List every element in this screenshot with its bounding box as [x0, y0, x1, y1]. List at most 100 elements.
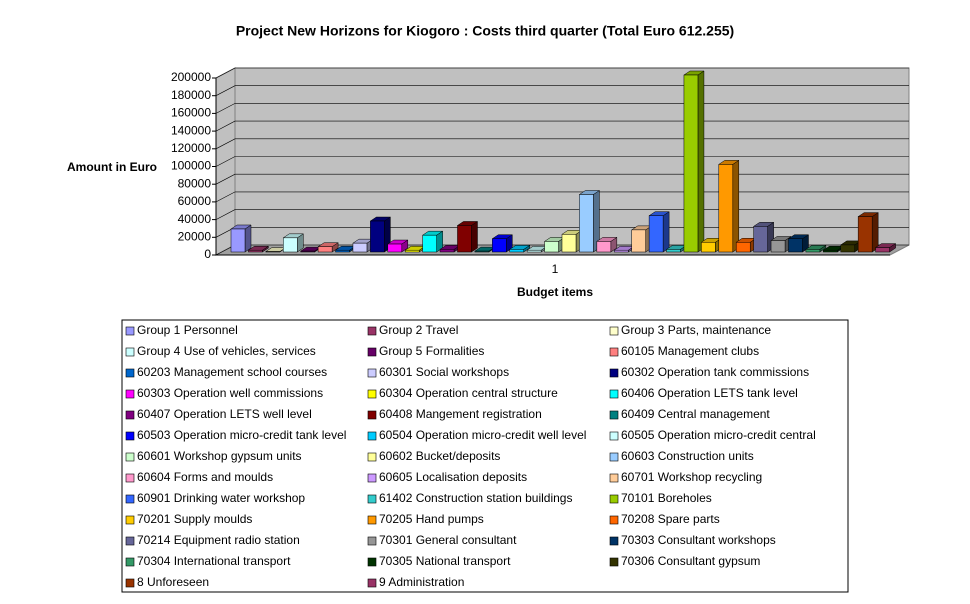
legend-label: 60302 Operation tank commissions — [621, 365, 809, 379]
legend-label: Group 2 Travel — [379, 323, 458, 337]
legend-swatch — [125, 494, 135, 504]
legend-label: 60303 Operation well commissions — [137, 386, 323, 400]
legend-label: 60505 Operation micro-credit central — [621, 428, 816, 442]
legend-label: 60503 Operation micro-credit tank level — [137, 428, 346, 442]
legend-swatch — [367, 452, 377, 462]
legend-swatch — [367, 536, 377, 546]
y-tick-label: 80000 — [178, 176, 212, 190]
y-axis-label: Amount in Euro — [67, 160, 157, 174]
legend-swatch — [125, 368, 135, 378]
legend-label: 70303 Consultant workshops — [621, 533, 776, 547]
legend-label: 60407 Operation LETS well level — [137, 407, 312, 421]
y-tick-label: 0 — [204, 247, 211, 261]
bar — [753, 226, 768, 253]
legend-label: 70101 Boreholes — [621, 491, 712, 505]
legend-label: 70208 Spare parts — [621, 512, 720, 526]
bar — [718, 164, 734, 253]
legend-swatch — [609, 326, 619, 336]
bar — [283, 237, 298, 253]
bar — [335, 249, 350, 253]
legend-swatch — [609, 536, 619, 546]
legend-label: 61402 Construction station buildings — [379, 491, 572, 505]
bar — [457, 225, 472, 253]
y-tick-label: 40000 — [178, 212, 212, 226]
legend-label: 60304 Operation central structure — [379, 386, 558, 400]
bar — [387, 243, 403, 253]
chart-title: Project New Horizons for Kiogoro : Costs… — [236, 23, 734, 39]
legend-label: 60605 Localisation deposits — [379, 470, 527, 484]
legend-label: 70205 Hand pumps — [379, 512, 484, 526]
y-tick-label: 20000 — [178, 229, 212, 243]
legend-label: 60408 Mangement registration — [379, 407, 542, 421]
legend-label: Group 3 Parts, maintenance — [621, 323, 771, 337]
x-tick-label: 1 — [552, 262, 559, 276]
legend-label: 60701 Workshop recycling — [621, 470, 762, 484]
bar — [300, 250, 315, 253]
bar-side — [244, 224, 252, 253]
bar — [544, 241, 559, 253]
bar — [683, 74, 699, 253]
legend-swatch — [125, 515, 135, 525]
legend-swatch — [609, 368, 619, 378]
legend-swatch — [125, 347, 135, 357]
legend-label: 70304 International transport — [137, 554, 291, 568]
legend-swatch — [367, 431, 377, 441]
legend-swatch — [609, 452, 619, 462]
bar-side — [697, 70, 705, 253]
bar — [840, 244, 855, 253]
legend-swatch — [367, 578, 377, 588]
legend-swatch — [125, 326, 135, 336]
bar — [666, 249, 681, 253]
bar — [596, 241, 612, 253]
legend-label: 60603 Construction units — [621, 449, 754, 463]
legend-label: 70201 Supply moulds — [137, 512, 252, 526]
legend-swatch — [367, 494, 377, 504]
legend-label: Group 5 Formalities — [379, 344, 484, 358]
legend-swatch — [125, 452, 135, 462]
legend-swatch — [125, 410, 135, 420]
legend-label: 60203 Management school courses — [137, 365, 327, 379]
bar — [648, 215, 664, 253]
legend-swatch — [609, 473, 619, 483]
bar — [526, 249, 542, 253]
legend-swatch — [125, 557, 135, 567]
bar — [509, 249, 524, 253]
legend-swatch — [609, 515, 619, 525]
bar — [317, 246, 333, 253]
legend-label: 70214 Equipment radio station — [137, 533, 300, 547]
bar — [614, 249, 629, 253]
bar-side — [871, 212, 879, 253]
y-tick-label: 180000 — [171, 88, 211, 102]
bar — [474, 250, 490, 253]
bar — [230, 228, 246, 253]
legend-label: 70305 National transport — [379, 554, 511, 568]
legend-label: Group 4 Use of vehicles, services — [137, 344, 316, 358]
y-tick-label: 100000 — [171, 159, 211, 173]
legend-label: 60105 Management clubs — [621, 344, 759, 358]
legend-label: Group 1 Personnel — [137, 323, 238, 337]
bar — [370, 220, 385, 253]
bar — [561, 234, 577, 253]
legend-box — [121, 319, 849, 593]
legend-swatch — [609, 410, 619, 420]
bar — [631, 229, 646, 253]
bar — [579, 194, 594, 253]
bar — [422, 234, 437, 253]
legend-swatch — [609, 494, 619, 504]
legend-swatch — [125, 389, 135, 399]
bar-side — [662, 211, 670, 253]
legend-swatch — [609, 347, 619, 357]
legend-swatch — [609, 557, 619, 567]
legend-label: 60604 Forms and moulds — [137, 470, 273, 484]
bar — [735, 242, 751, 253]
legend-label: 60901 Drinking water workshop — [137, 491, 305, 505]
bar — [701, 242, 716, 253]
bar — [770, 240, 786, 253]
legend-swatch — [367, 347, 377, 357]
bar — [352, 242, 368, 253]
y-tick-label: 200000 — [171, 70, 211, 84]
legend-swatch — [609, 431, 619, 441]
legend-label: 60504 Operation micro-credit well level — [379, 428, 586, 442]
legend-swatch — [367, 473, 377, 483]
y-tick-label: 160000 — [171, 106, 211, 120]
